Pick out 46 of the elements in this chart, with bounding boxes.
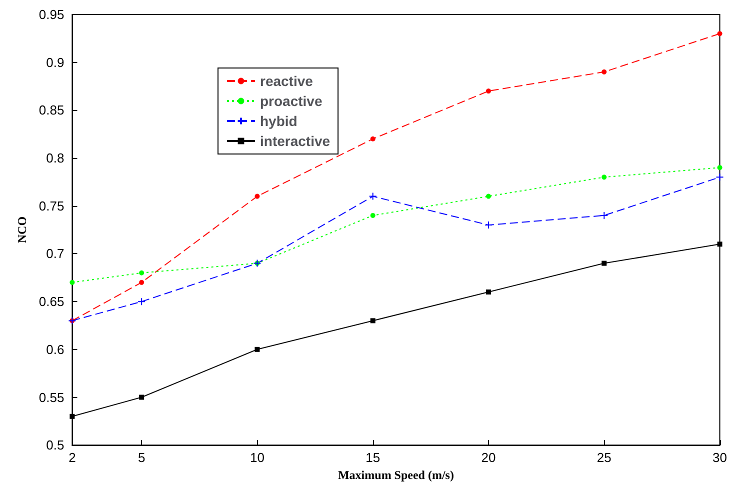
- point: [370, 212, 376, 218]
- point: [486, 290, 491, 294]
- point: [486, 88, 491, 94]
- point: [602, 69, 607, 74]
- y-tick-label: 0.5: [46, 438, 64, 453]
- point: [717, 31, 722, 36]
- point: [139, 270, 144, 276]
- x-tick-label: 15: [366, 450, 380, 466]
- point: [602, 174, 607, 180]
- y-axis-title: NCO: [15, 216, 29, 244]
- point: [139, 394, 144, 400]
- y-tick-label: 0.6: [46, 342, 64, 357]
- x-tick-label: 5: [138, 450, 146, 466]
- point: [370, 136, 376, 142]
- legend-label: interactive: [260, 133, 330, 149]
- x-tick-label: 20: [481, 450, 496, 466]
- x-tick-label: 30: [712, 450, 728, 466]
- point: [600, 211, 608, 220]
- y-tick-label: 0.95: [38, 7, 64, 22]
- x-tick-label: 2: [68, 450, 76, 466]
- y-tick-label: 0.75: [38, 198, 64, 214]
- y-tick-label: 0.7: [46, 246, 64, 262]
- legend-label: proactive: [260, 93, 322, 109]
- legend-label: hybid: [260, 113, 298, 129]
- point: [486, 194, 491, 199]
- point: [602, 260, 607, 266]
- x-axis-title: Maximum Speed (m/s): [338, 468, 454, 482]
- y-tick-label: 0.55: [38, 390, 64, 405]
- legend-label: reactive: [260, 73, 314, 89]
- x-tick-label: 25: [596, 450, 612, 466]
- point: [254, 346, 260, 352]
- point: [717, 242, 722, 247]
- y-tick-label: 0.65: [38, 294, 64, 310]
- point: [370, 318, 376, 324]
- point: [254, 194, 260, 199]
- point: [716, 173, 724, 182]
- point: [70, 414, 75, 419]
- point: [368, 192, 377, 200]
- y-tick-label: 0.85: [38, 102, 64, 118]
- point: [717, 165, 722, 170]
- y-tick-label: 0.9: [46, 54, 64, 70]
- point: [70, 280, 75, 285]
- y-tick-label: 0.8: [46, 150, 64, 166]
- point: [138, 298, 146, 306]
- point: [139, 280, 144, 285]
- x-tick-label: 10: [250, 450, 264, 466]
